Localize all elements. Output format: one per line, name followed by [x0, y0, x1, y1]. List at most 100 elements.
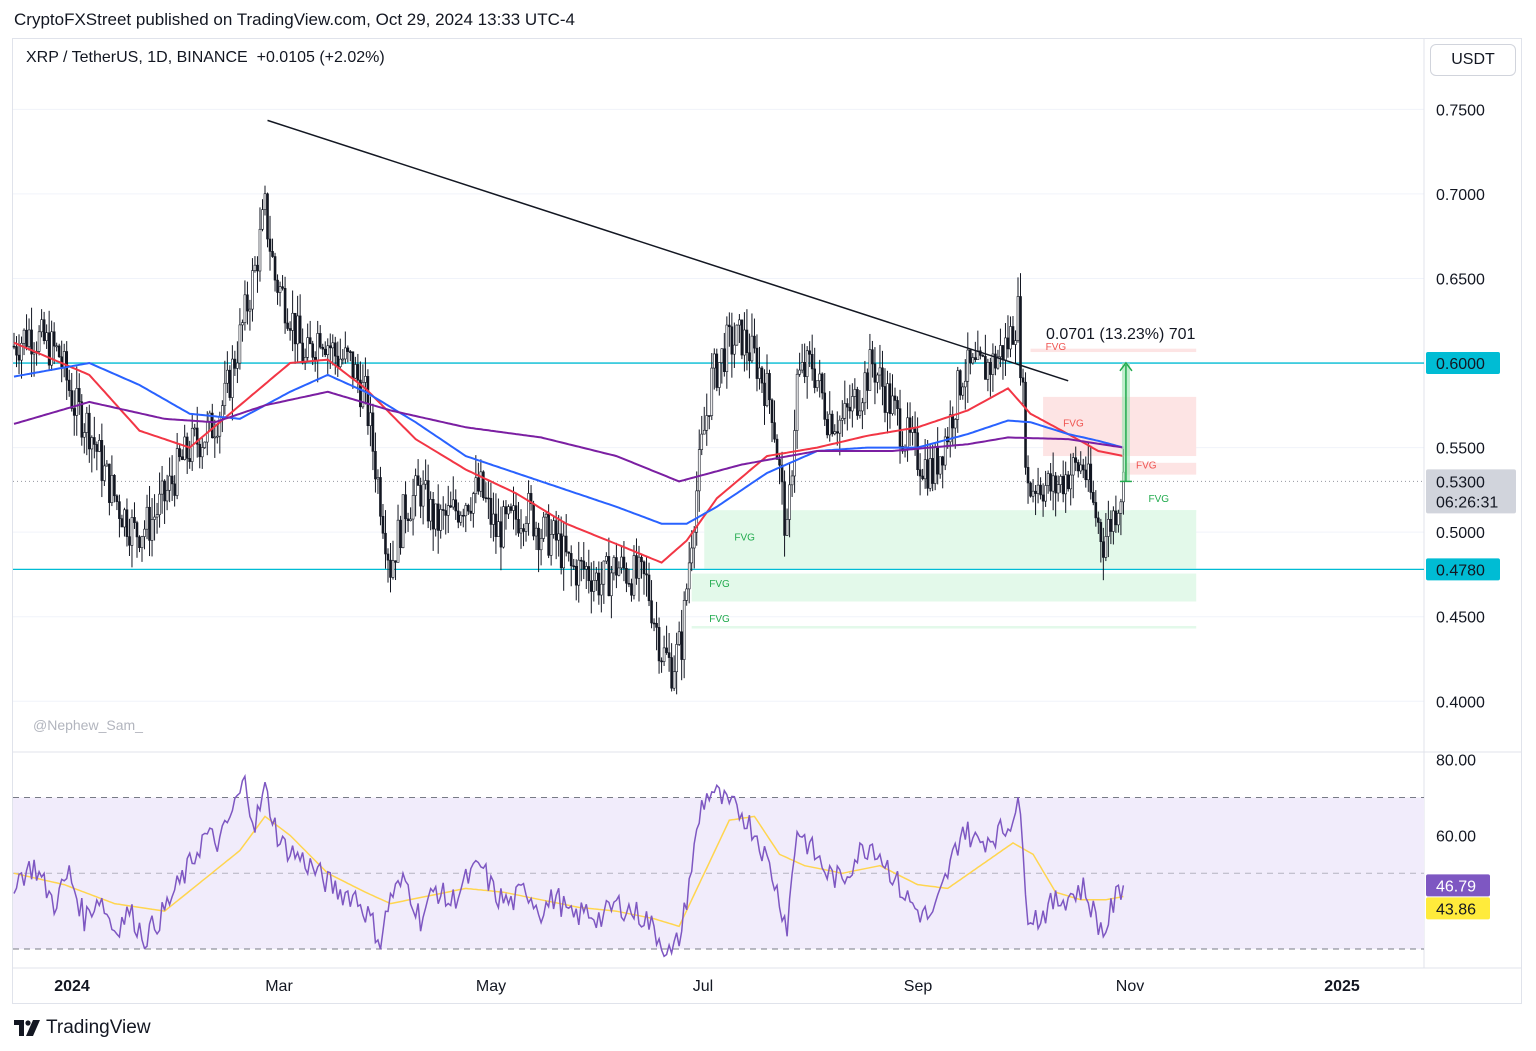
candle-body: [208, 412, 212, 423]
candle-body: [848, 406, 852, 412]
candle-body: [246, 294, 249, 312]
candle-body: [928, 458, 932, 489]
candle-body: [695, 490, 699, 533]
candle-body: [346, 347, 350, 352]
candle-body: [873, 363, 877, 383]
candle-body: [625, 567, 628, 584]
candle-body: [454, 499, 458, 512]
candle-body: [635, 555, 638, 579]
candle-body: [532, 503, 535, 537]
candle-body: [88, 412, 91, 450]
trendline[interactable]: [267, 119, 1069, 382]
time-axis[interactable]: 2024 Mar May Jul Sep Nov 2025: [54, 978, 1360, 995]
time-tick-label: 2024: [54, 978, 90, 995]
candle-body: [384, 532, 387, 555]
candle-body: [439, 509, 443, 531]
candle-body: [356, 364, 360, 381]
level-price-tag: [1426, 558, 1500, 581]
candle-body: [1119, 501, 1123, 514]
candle-body: [1044, 485, 1047, 502]
candle-body: [95, 444, 99, 452]
candle-body: [645, 573, 648, 576]
fvg-zone: [704, 510, 1197, 569]
candle-body: [341, 358, 345, 361]
candle-body: [605, 556, 608, 562]
candle-body: [569, 553, 573, 567]
candle-body: [710, 367, 714, 416]
candle-body: [567, 551, 571, 554]
moving-averages: [13, 341, 1124, 564]
candle-body: [469, 510, 473, 514]
candle-body: [866, 372, 869, 391]
candle-body: [1001, 345, 1005, 361]
candle-body: [148, 506, 151, 541]
candle-body: [251, 270, 254, 310]
candle-body: [675, 644, 678, 673]
candle-body: [170, 475, 174, 485]
candle-body: [537, 527, 540, 551]
candle-body: [416, 475, 420, 486]
candle-body: [143, 528, 146, 537]
candle-body: [213, 436, 217, 439]
candle-body: [705, 415, 709, 431]
candle-body: [444, 510, 448, 516]
candle-body: [936, 447, 939, 475]
candle-body: [504, 506, 508, 515]
candle-body: [1029, 482, 1032, 497]
candle-body: [231, 358, 234, 398]
candle-body: [359, 379, 362, 408]
candle-body: [981, 355, 985, 357]
symbol-header[interactable]: XRP / TetherUS, 1D, BINANCE +0.0105 (+2.…: [26, 49, 385, 67]
candle-body: [40, 319, 43, 333]
candle-body: [105, 463, 109, 467]
price-axis[interactable]: 0.7500 0.7000 0.6500 0.6000 0.5500 0.5000 0.45…: [1426, 102, 1516, 711]
candle-body: [344, 347, 347, 360]
time-tick-label: Sep: [904, 978, 933, 995]
candle-body: [160, 480, 164, 495]
candle-body: [72, 408, 76, 416]
candle-body: [584, 566, 588, 570]
candle-body: [223, 382, 227, 406]
candle-body: [379, 477, 382, 517]
candle-body: [278, 286, 282, 293]
candle-body: [434, 503, 437, 530]
candle-body: [715, 353, 719, 388]
candle-body: [815, 380, 819, 388]
candle-body: [559, 533, 563, 569]
moving-average-line: [13, 341, 1124, 564]
candle-body: [718, 362, 721, 388]
candle-body: [25, 329, 28, 347]
candle-body: [622, 556, 626, 569]
candle-body: [660, 660, 663, 663]
candle-body: [1076, 462, 1080, 472]
tradingview-logo[interactable]: TradingView: [14, 1017, 151, 1039]
fvg-zone: [691, 573, 1197, 602]
candle-body: [497, 521, 500, 537]
candle-body: [519, 528, 523, 534]
time-tick-label: Mar: [265, 978, 293, 995]
price-change: +0.0105 (+2.02%): [256, 49, 385, 66]
candle-body: [620, 556, 623, 569]
candles: [12, 185, 1125, 695]
candle-body: [150, 519, 154, 541]
candle-body: [740, 319, 744, 356]
candle-body: [507, 506, 510, 515]
candle-body: [133, 517, 136, 523]
candle-body: [1046, 473, 1050, 486]
moving-average-line: [13, 390, 1124, 483]
candle-body: [963, 380, 967, 388]
level-price-tag: [1426, 352, 1500, 375]
candle-body: [881, 367, 884, 387]
candle-body: [602, 560, 606, 585]
candle-body: [738, 319, 741, 326]
currency-button[interactable]: USDT: [1430, 44, 1516, 76]
candle-body: [308, 337, 312, 345]
candle-body: [414, 475, 417, 496]
price-tick-label: 0.4000: [1436, 694, 1485, 711]
candle-body: [482, 471, 485, 498]
price-measure[interactable]: 0.0701 (13.23%) 701: [1046, 326, 1196, 483]
candle-body: [783, 481, 786, 536]
rsi-value-label: 46.79: [1436, 878, 1476, 895]
candle-body: [966, 349, 970, 382]
